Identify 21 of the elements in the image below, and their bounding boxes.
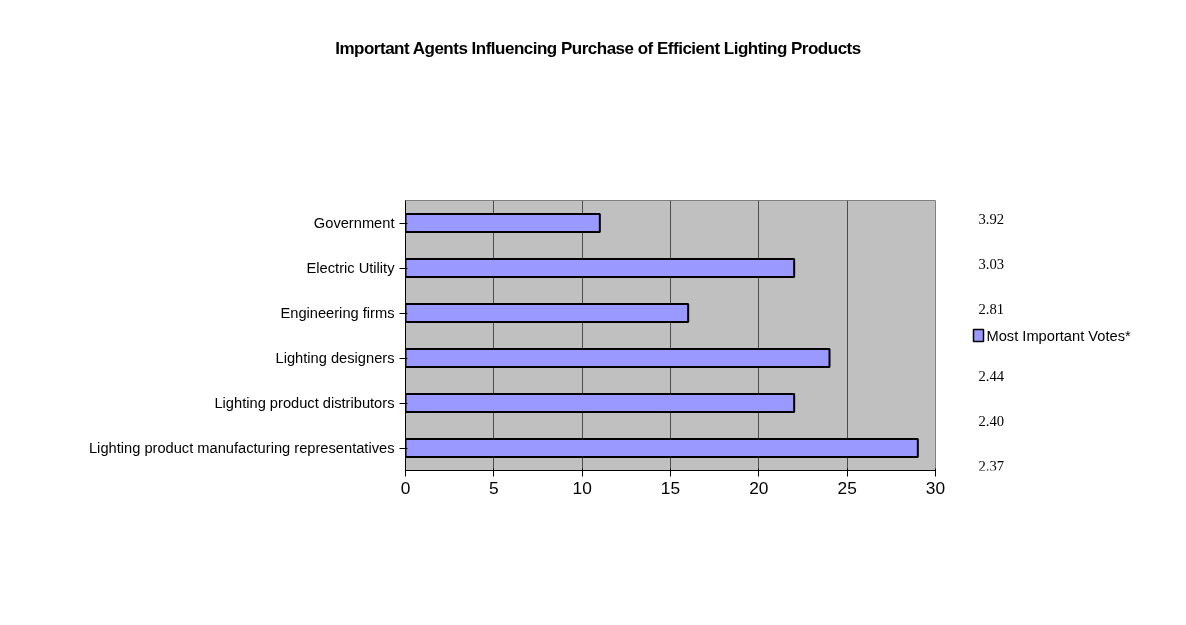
y-tick-label: Electric Utility xyxy=(306,260,396,276)
y-tick-label: Lighting product distributors xyxy=(214,395,395,411)
text: 2.37 xyxy=(978,458,1005,474)
x-tick-label: 5 xyxy=(489,477,499,498)
text: 2.40 xyxy=(978,413,1005,429)
legend-label: Most Important Votes* xyxy=(986,327,1131,344)
y-tick-label: Lighting designers xyxy=(275,350,395,366)
x-tick-label: 30 xyxy=(925,477,946,498)
x-tick-label: 15 xyxy=(660,477,681,498)
x-tick-label: 20 xyxy=(749,477,769,498)
y-tick-label: Government xyxy=(313,215,395,231)
text: 2.44 xyxy=(978,368,1005,384)
text: 3.92 xyxy=(978,210,1005,227)
x-tick-label: 0 xyxy=(400,477,411,498)
x-tick-label: 10 xyxy=(572,477,592,498)
x-tick-label: 25 xyxy=(837,477,857,498)
y-tick-label: Engineering firms xyxy=(280,305,395,321)
text: 3.03 xyxy=(978,255,1005,272)
text: 2.81 xyxy=(978,300,1005,317)
y-tick-label: Lighting product manufacturing representatives xyxy=(88,440,395,456)
chart-title: Important Agents Influencing Purchase of Efficient Lighting Products xyxy=(335,38,861,60)
